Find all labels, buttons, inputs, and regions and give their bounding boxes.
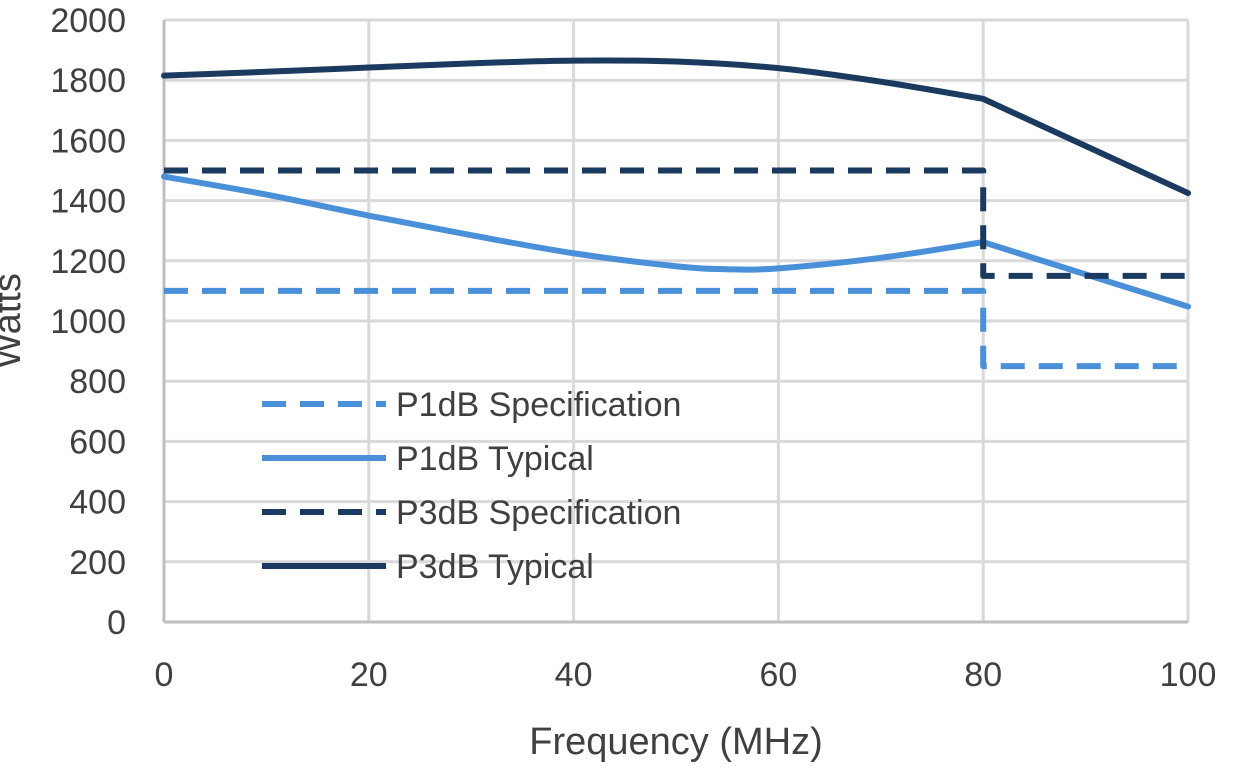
legend-label-p1db-typical: P1dB Typical [396, 440, 594, 478]
series-line-p1db-specification [164, 287, 1188, 370]
x-tick-label: 20 [350, 656, 388, 694]
series-group [161, 57, 1191, 370]
legend-label-p3db-typical: P3dB Typical [396, 548, 594, 586]
y-tick-label: 1400 [50, 183, 126, 221]
y-tick-label: 200 [69, 544, 126, 582]
y-axis-title: Watts [0, 273, 29, 369]
y-tick-label: 1600 [50, 122, 126, 160]
x-tick-label: 100 [1160, 656, 1217, 694]
y-tick-label: 0 [107, 604, 126, 642]
series-line-p3db-specification [164, 167, 1188, 279]
legend-label-p3db-specification: P3dB Specification [396, 494, 681, 532]
x-tick-label: 60 [759, 656, 797, 694]
x-axis-title: Frequency (MHz) [529, 721, 823, 763]
y-tick-label: 1800 [50, 62, 126, 100]
x-tick-label: 40 [555, 656, 593, 694]
y-tick-label: 800 [69, 363, 126, 401]
axes: 0 200 400 600 800 1000 1200 1400 1600 1800 2000 0 20… [50, 2, 1216, 694]
legend-label-p1db-specification: P1dB Specification [396, 386, 681, 424]
series-line-p1db-typical [161, 173, 1191, 310]
series-line-p3db-typical [161, 57, 1191, 197]
y-tick-label: 1200 [50, 243, 126, 281]
x-tick-label: 80 [964, 656, 1002, 694]
y-tick-label: 2000 [50, 2, 126, 40]
y-tick-label: 600 [69, 423, 126, 461]
y-tick-label: 1000 [50, 303, 126, 341]
x-tick-label: 0 [155, 656, 174, 694]
y-tick-label: 400 [69, 484, 126, 522]
legend: P1dB Specification P1dB Typical P3dB Speci… [262, 386, 681, 586]
